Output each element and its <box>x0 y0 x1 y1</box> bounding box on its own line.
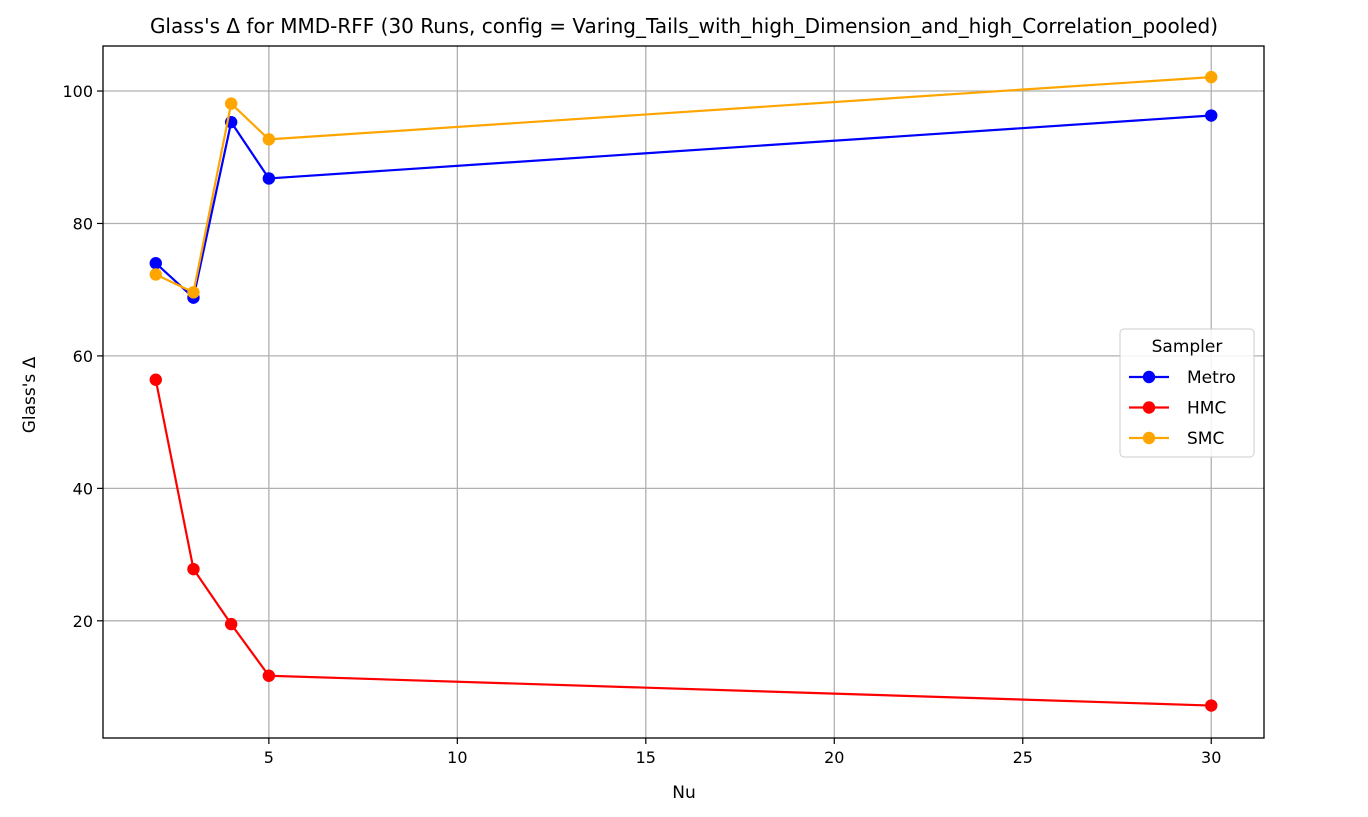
data-point <box>1205 109 1218 122</box>
data-point <box>1205 70 1218 84</box>
y-axis-label: Glass's Δ <box>20 356 40 433</box>
legend-label: Metro <box>1187 368 1236 388</box>
series-line <box>155 114 1212 299</box>
y-axis: 20 40 60 80 100 <box>62 82 103 631</box>
series-smc <box>149 70 1218 299</box>
legend-item-smc: SMC <box>1129 429 1224 449</box>
data-point <box>187 286 200 299</box>
data-point <box>262 172 276 185</box>
legend: Sampler Metro HMC SMC <box>1119 328 1255 458</box>
series-hmc <box>149 373 1218 712</box>
legend-marker <box>1142 401 1156 414</box>
x-axis-label: Nu <box>672 783 696 803</box>
y-tick-label: 60 <box>73 347 93 366</box>
legend-item-hmc: HMC <box>1129 399 1226 419</box>
legend-marker <box>1142 431 1156 445</box>
x-tick-label: 30 <box>1201 748 1221 767</box>
series-line <box>155 76 1212 294</box>
series-layer <box>149 70 1218 712</box>
x-axis: 5 10 15 20 25 30 <box>264 738 1221 767</box>
chart-title: Glass's Δ for MMD-RFF (30 Runs, config =… <box>150 14 1218 38</box>
data-point <box>224 617 238 631</box>
data-point <box>149 373 162 386</box>
series-line <box>154 379 1212 707</box>
data-point <box>1205 699 1218 712</box>
data-point <box>149 268 162 281</box>
data-point <box>262 669 276 682</box>
data-point <box>149 257 162 270</box>
data-point <box>262 133 276 146</box>
x-tick-label: 20 <box>824 748 844 767</box>
legend-marker <box>1142 370 1156 384</box>
y-tick-label: 20 <box>73 612 93 631</box>
legend-item-metro: Metro <box>1129 368 1236 388</box>
legend-items: Metro HMC SMC <box>1129 368 1236 449</box>
y-tick-label: 80 <box>73 214 93 233</box>
x-tick-label: 10 <box>447 748 467 767</box>
legend-box <box>1119 328 1255 458</box>
series-metro <box>149 109 1218 304</box>
legend-label: HMC <box>1187 399 1226 419</box>
x-tick-label: 15 <box>636 748 656 767</box>
data-point <box>224 97 238 110</box>
data-point <box>187 562 200 576</box>
legend-label: SMC <box>1187 429 1224 449</box>
x-tick-label: 25 <box>1013 748 1033 767</box>
legend-title: Sampler <box>1152 337 1223 357</box>
plot-frame <box>102 45 1265 739</box>
x-tick-label: 5 <box>264 748 274 767</box>
y-tick-label: 100 <box>62 82 93 101</box>
y-tick-label: 40 <box>73 479 93 498</box>
